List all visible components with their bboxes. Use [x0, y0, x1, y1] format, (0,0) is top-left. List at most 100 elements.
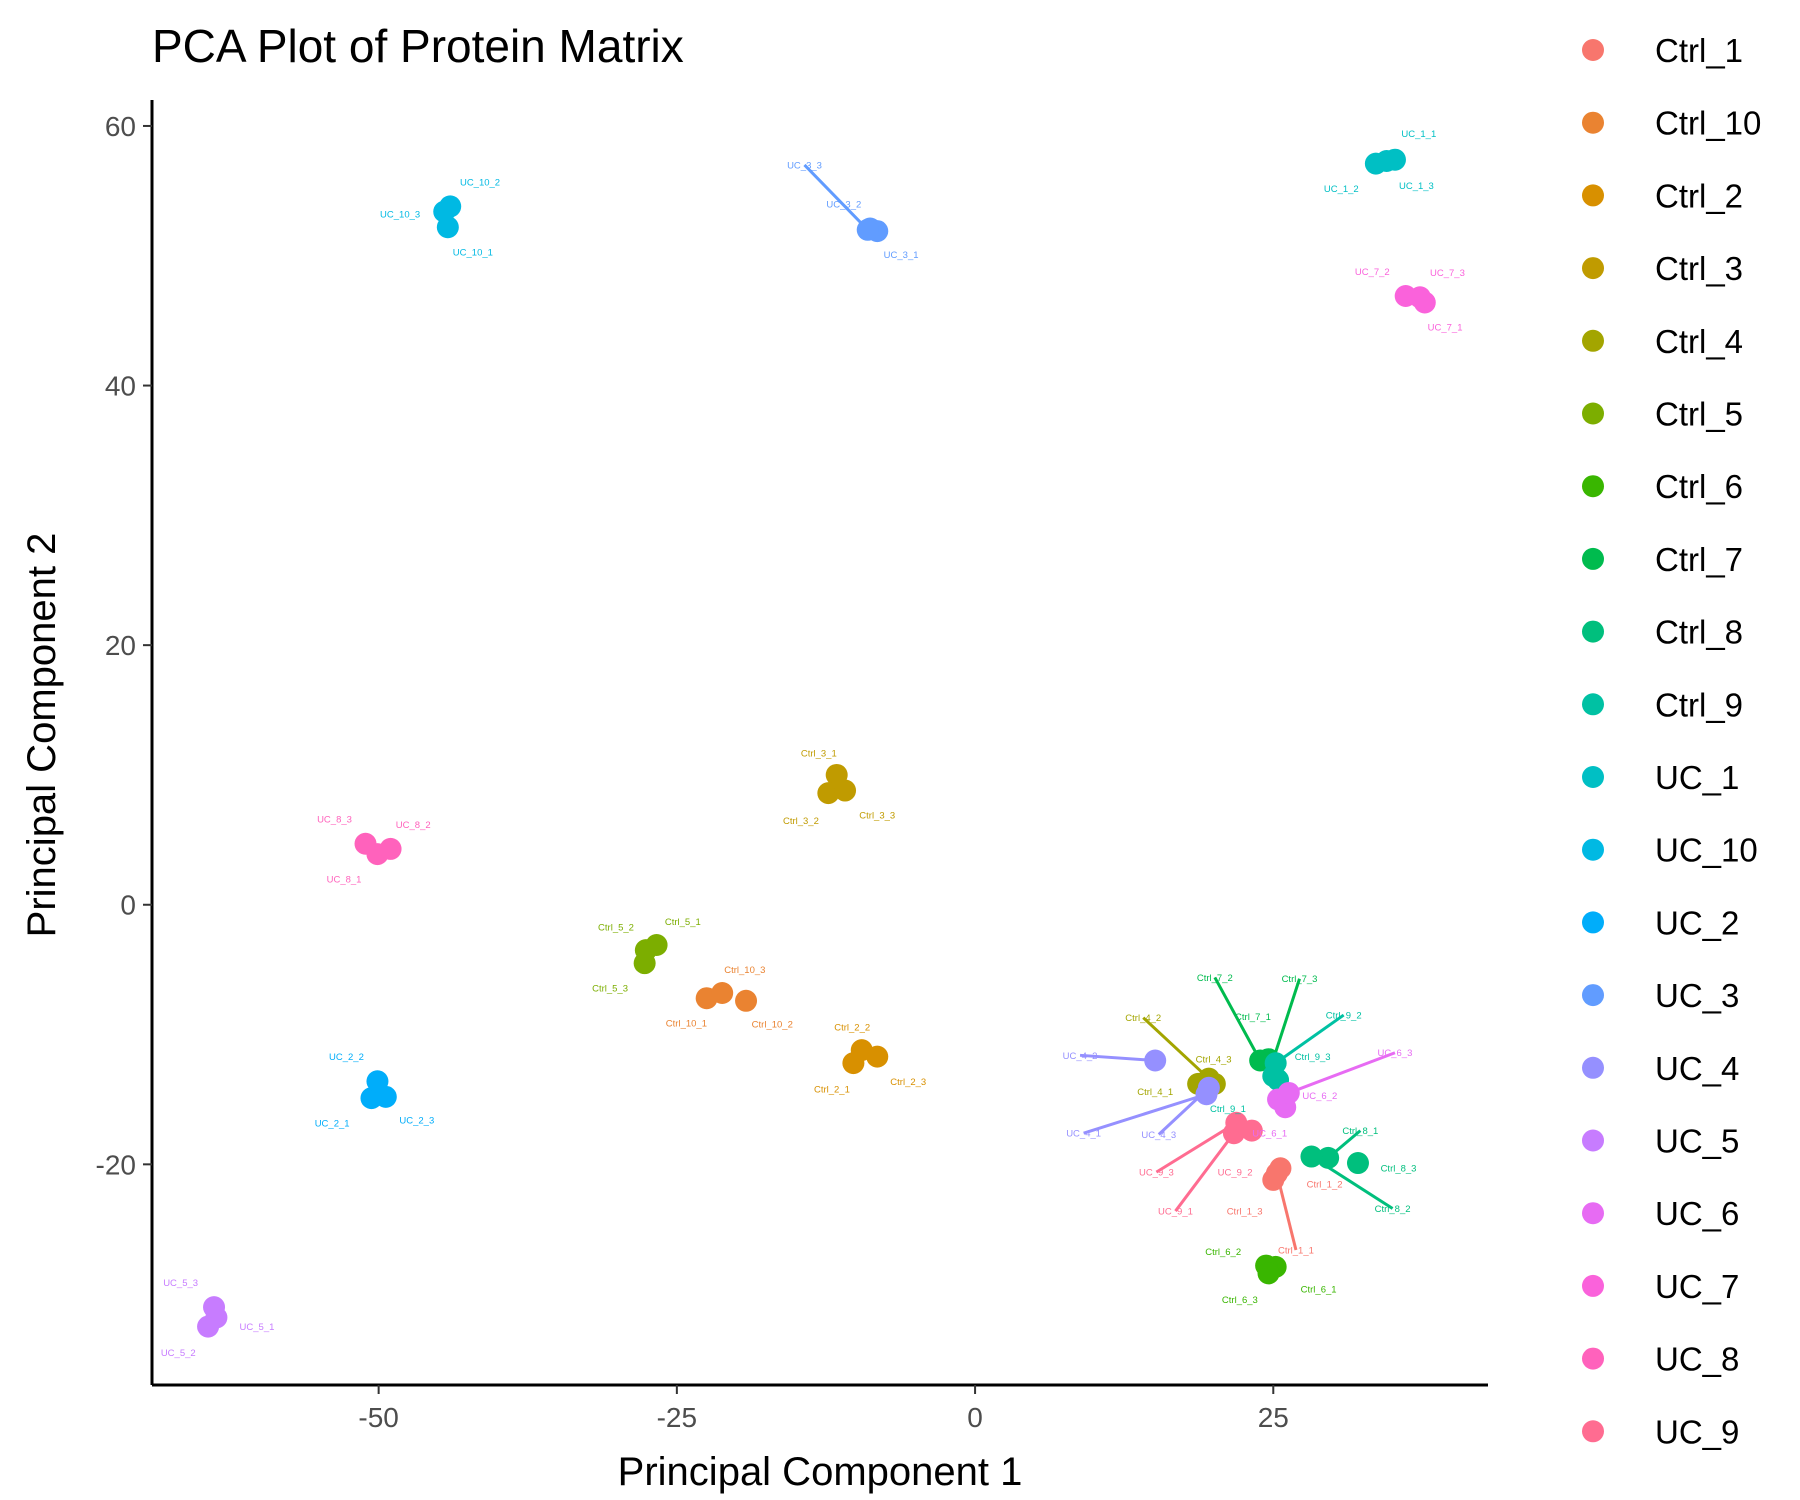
point-label: Ctrl_9_1: [1210, 1104, 1246, 1115]
legend-key: [1582, 475, 1604, 498]
legend-label: Ctrl_9: [1655, 686, 1743, 723]
legend-label: Ctrl_2: [1655, 177, 1743, 214]
label-leader-line: [1174, 1132, 1236, 1212]
legend-key: [1582, 1056, 1604, 1079]
y-tick-label: -20: [96, 1149, 136, 1180]
y-tick-label: 20: [105, 630, 136, 661]
label-leader-line: [1083, 1092, 1207, 1135]
point-label: Ctrl_5_2: [598, 922, 634, 933]
data-point: [866, 1045, 889, 1068]
point-label: Ctrl_9_3: [1295, 1052, 1331, 1063]
legend-key: [1582, 984, 1604, 1007]
data-point: [817, 782, 840, 805]
point-label: Ctrl_10_2: [752, 1020, 793, 1031]
y-axis-title: Principal Component 2: [20, 533, 64, 938]
legend-key: [1582, 693, 1604, 716]
point-label: UC_5_1: [240, 1322, 275, 1333]
point-label: UC_2_1: [315, 1118, 350, 1129]
legend-label: Ctrl_3: [1655, 250, 1743, 287]
point-label: UC_2_3: [399, 1116, 434, 1127]
legend-label: Ctrl_8: [1655, 614, 1743, 651]
point-label: Ctrl_10_3: [724, 965, 765, 976]
point-label: Ctrl_5_1: [665, 917, 701, 928]
legend-key: [1582, 329, 1604, 352]
legend-key: [1582, 547, 1604, 570]
legend-label: Ctrl_7: [1655, 541, 1743, 578]
legend-label: UC_4: [1655, 1050, 1739, 1087]
point-label: Ctrl_8_1: [1342, 1126, 1378, 1137]
legend-key: [1582, 911, 1604, 934]
data-point: [1277, 1081, 1300, 1104]
data-point: [633, 952, 656, 975]
data-point: [1225, 1111, 1248, 1134]
data-point: [1375, 150, 1398, 173]
point-label: Ctrl_2_3: [890, 1077, 926, 1088]
label-leader-line: [1288, 1051, 1396, 1095]
legend-label: UC_1: [1655, 759, 1739, 796]
label-leader-line: [1270, 978, 1301, 1064]
point-label: Ctrl_3_3: [859, 811, 895, 822]
label-leader-line: [1155, 1121, 1238, 1174]
data-point: [379, 837, 402, 860]
legend-key: [1582, 1347, 1604, 1370]
point-label: UC_1_2: [1324, 184, 1359, 195]
point-label: UC_4_1: [1066, 1129, 1101, 1140]
data-point: [711, 982, 734, 1005]
legend-key: [1582, 620, 1604, 643]
label-leader-line: [803, 163, 869, 231]
data-point: [1257, 1262, 1280, 1285]
legend-key: [1582, 257, 1604, 280]
label-leader-line: [1274, 1013, 1345, 1065]
legend-label: UC_7: [1655, 1268, 1739, 1305]
point-label: Ctrl_2_1: [814, 1085, 850, 1096]
legend-label: Ctrl_4: [1655, 323, 1743, 360]
point-label: Ctrl_4_1: [1137, 1087, 1173, 1098]
point-label: Ctrl_1_2: [1307, 1179, 1343, 1190]
data-point: [433, 200, 456, 223]
point-label: Ctrl_7_2: [1197, 973, 1233, 984]
point-label: UC_5_2: [161, 1348, 196, 1359]
label-leader-line: [1142, 1016, 1210, 1080]
point-label: Ctrl_4_2: [1125, 1013, 1161, 1024]
legend-key: [1582, 402, 1604, 425]
point-label: UC_10_1: [453, 247, 493, 258]
legend-key: [1582, 838, 1604, 861]
point-label: UC_9_1: [1158, 1207, 1193, 1218]
legend-label: Ctrl_5: [1655, 396, 1743, 433]
data-point: [856, 218, 879, 241]
legend-label: UC_3: [1655, 977, 1739, 1014]
point-label: Ctrl_10_1: [666, 1018, 707, 1029]
data-point: [1262, 1168, 1285, 1191]
point-label: Ctrl_8_3: [1381, 1164, 1417, 1175]
point-label: UC_7_1: [1428, 323, 1463, 334]
point-label: UC_2_2: [329, 1052, 364, 1063]
data-point: [1409, 286, 1432, 309]
point-label: UC_4_3: [1141, 1130, 1176, 1141]
point-label: UC_10_2: [460, 177, 500, 188]
data-point: [1144, 1049, 1167, 1072]
data-point: [1317, 1146, 1340, 1169]
data-point: [1197, 1076, 1220, 1099]
point-label: UC_3_3: [787, 160, 822, 171]
x-tick-label: -50: [358, 1402, 398, 1433]
data-point: [735, 989, 758, 1012]
chart-title: PCA Plot of Protein Matrix: [152, 20, 684, 72]
point-label: UC_4_2: [1063, 1051, 1098, 1062]
point-label: UC_6_2: [1302, 1091, 1337, 1102]
data-point: [1264, 1052, 1287, 1075]
point-label: UC_1_3: [1399, 181, 1434, 192]
point-label: Ctrl_6_1: [1301, 1284, 1337, 1295]
y-tick-label: 40: [105, 371, 136, 402]
legend-key: [1582, 184, 1604, 207]
point-label: UC_5_3: [163, 1278, 198, 1289]
x-axis-title: Principal Component 1: [618, 1450, 1023, 1494]
legend-key: [1582, 766, 1604, 788]
point-label: Ctrl_5_3: [592, 983, 628, 994]
legend-label: UC_6: [1655, 1195, 1739, 1232]
point-label: UC_8_3: [317, 815, 352, 826]
point-label: Ctrl_6_2: [1205, 1247, 1241, 1258]
point-label: Ctrl_4_3: [1196, 1055, 1232, 1066]
x-tick-label: 25: [1258, 1402, 1289, 1433]
